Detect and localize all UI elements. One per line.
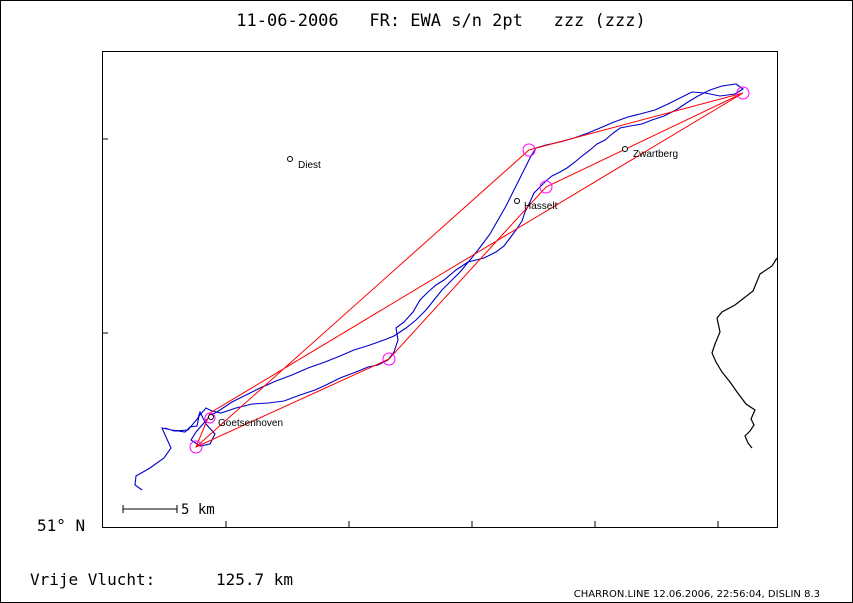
flight-distance: 125.7 km	[216, 570, 293, 589]
place-label: Goetsenhoven	[218, 418, 283, 429]
turnpoint	[189, 440, 203, 454]
place-goetsenhoven: Goetsenhoven	[208, 414, 283, 429]
turnpoint	[382, 352, 396, 366]
latitude-label: 51° N	[37, 516, 85, 535]
place-marker	[287, 156, 293, 162]
flight-type-label: Vrije Vlucht:	[30, 570, 155, 589]
place-marker	[622, 146, 628, 152]
place-hasselt: Hasselt	[514, 198, 558, 212]
country-border	[711, 257, 778, 449]
place-marker	[514, 198, 520, 204]
place-diest: Diest	[287, 156, 321, 171]
place-label: Diest	[298, 160, 321, 171]
place-marker	[208, 414, 214, 420]
turnpoint	[736, 86, 750, 100]
turnpoints	[189, 86, 750, 454]
flight-track	[134, 83, 744, 491]
scale-bar: 5 km	[122, 502, 215, 518]
place-label: Zwartberg	[633, 149, 678, 160]
axis-ticks	[102, 138, 719, 527]
plot-frame	[102, 51, 778, 528]
scored-route	[195, 92, 744, 448]
software-footer: CHARRON.LINE 12.06.2006, 22:56:04, DISLI…	[574, 589, 820, 600]
map-title: 11-06-2006 FR: EWA s/n 2pt zzz (zzz)	[236, 11, 645, 31]
place-zwartberg: Zwartberg	[622, 146, 678, 160]
place-label: Hasselt	[524, 201, 558, 212]
scale-bar-label: 5 km	[181, 502, 215, 518]
turnpoint	[204, 412, 216, 424]
turnpoint	[539, 180, 553, 194]
turnpoint	[522, 143, 536, 157]
